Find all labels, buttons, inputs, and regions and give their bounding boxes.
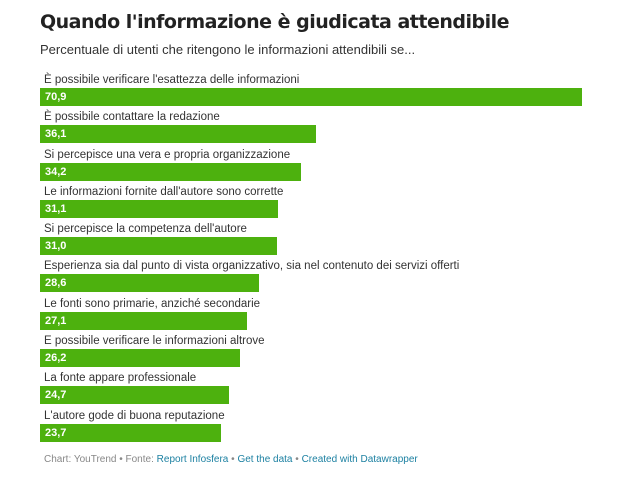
chart: Quando l'informazione è giudicata attend… [40,10,590,445]
category-label: La fonte appare professionale [44,372,197,385]
bar-row: Si percepisce una vera e propria organiz… [40,147,590,184]
value-label: 36,1 [45,128,67,141]
source-link[interactable]: Report Infosfera [156,454,229,465]
value-label: 24,7 [45,389,67,402]
bar-track: 28,6 [40,274,582,293]
category-label: Si percepisce la competenza dell'autore [44,223,247,236]
bar-row: L'autore gode di buona reputazione 23,7 [40,408,590,445]
category-label: Si percepisce una vera e propria organiz… [44,148,291,161]
bar-track: 24,7 [40,386,582,405]
bar [40,237,277,256]
bar-track: 31,1 [40,199,582,218]
get-data-link[interactable]: Get the data [237,454,293,465]
bar [40,311,248,330]
value-label: 28,6 [45,277,67,290]
value-label: 26,2 [45,352,67,365]
bar-row: Si percepisce la competenza dell'autore 3… [40,221,590,258]
value-label: 23,7 [45,426,67,439]
bar-track: 36,1 [40,125,582,144]
footer-separator: • [231,454,235,465]
value-label: 31,0 [45,240,67,253]
bar [40,274,259,293]
bar-track: 26,2 [40,349,582,368]
bar-rows: È possibile verificare l'esattezza delle… [40,72,590,445]
bar-row: Le informazioni fornite dall'autore sono… [40,184,590,221]
bar-track: 31,0 [40,237,582,256]
category-label: Le informazioni fornite dall'autore sono… [44,185,284,198]
chart-title: Quando l'informazione è giudicata attend… [40,11,510,33]
bar [40,162,302,181]
bar-track: 27,1 [40,311,582,330]
category-label: L'autore gode di buona reputazione [44,409,225,422]
bar [40,125,316,144]
bar-row: La fonte appare professionale 24,7 [40,370,590,407]
datawrapper-link[interactable]: Created with Datawrapper [301,454,418,465]
bar [40,386,229,405]
footer-credit: Chart: YouTrend • Fonte: [44,454,154,465]
bar [40,88,582,106]
chart-footer: Chart: YouTrend • Fonte: Report Infosfer… [44,454,418,465]
footer-separator: • [295,454,299,465]
category-label: È possibile contattare la redazione [44,111,220,124]
category-label: Le fonti sono primarie, anziché secondar… [44,297,261,310]
bar-track: 23,7 [40,423,582,442]
bar [40,349,241,368]
value-label: 27,1 [45,314,67,327]
bar-row: È possibile contattare la redazione 36,1 [40,109,590,146]
category-label: Esperienza sia dal punto di vista organi… [44,260,460,273]
bar-track: 34,2 [40,162,582,181]
value-label: 70,9 [45,91,67,103]
bar [40,423,222,442]
category-label: È possibile verificare l'esattezza delle… [44,74,300,86]
chart-subtitle: Percentuale di utenti che ritengono le i… [40,42,416,57]
bar-track: 70,9 [40,88,582,106]
bar-row: È possibile verificare l'esattezza delle… [40,72,590,109]
value-label: 34,2 [45,165,67,178]
bar-row: Esperienza sia dal punto di vista organi… [40,258,590,295]
bar-row: E possibile verificare le informazioni a… [40,333,590,370]
value-label: 31,1 [45,202,67,215]
bar [40,199,278,218]
category-label: E possibile verificare le informazioni a… [44,335,265,348]
bar-row: Le fonti sono primarie, anziché secondar… [40,296,590,333]
